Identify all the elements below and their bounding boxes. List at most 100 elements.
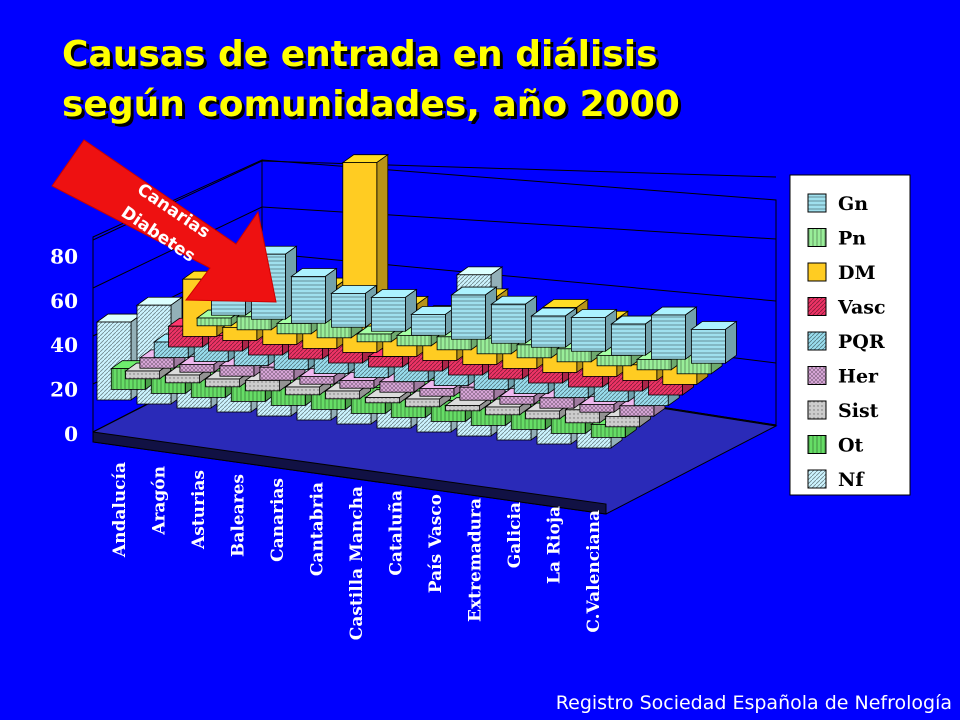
chart-floor-front (92, 431, 607, 515)
bar-front (196, 317, 232, 327)
x-tick-label: Canarias (268, 478, 288, 562)
legend-swatch (807, 193, 827, 213)
bar-gn-11 (650, 306, 698, 360)
source-credit: Registro Sociedad Española de Nefrología (555, 692, 952, 714)
x-tick-label: Castilla Mancha (347, 486, 367, 640)
legend-swatch (807, 228, 827, 247)
bar-front (165, 374, 201, 384)
x-tick-label: C.Valenciana (584, 510, 604, 633)
legend-item-nf: Nf (807, 469, 865, 491)
legend-swatch (807, 331, 827, 351)
bar-front (579, 403, 615, 413)
x-tick-label: La Rioja (545, 506, 565, 584)
bar-front (605, 415, 640, 428)
bar-gn-5 (410, 305, 458, 336)
title-line-2: según comunidades, año 2000 (62, 84, 680, 125)
legend-item-ot: Ot (807, 435, 864, 457)
y-tick-label: 60 (50, 289, 78, 313)
x-tick-label: Asturias (189, 470, 209, 550)
bar-front (365, 397, 401, 404)
legend-label: Her (838, 366, 879, 388)
bar-gn-10 (610, 315, 658, 356)
bar-front (245, 379, 281, 392)
callout-arrow: Canarias Diabetes (51, 139, 277, 303)
legend-label: DM (838, 262, 876, 284)
bar-front (651, 314, 686, 360)
bar-front (419, 387, 455, 397)
bar-gn-6 (450, 286, 498, 340)
legend-item-gn: Gn (807, 193, 868, 215)
legend-swatch (807, 400, 827, 420)
bar-front (356, 333, 392, 343)
bar-side (725, 320, 737, 364)
legend-label: Pn (838, 228, 866, 250)
bar-front (531, 315, 566, 348)
bar-front (450, 294, 486, 340)
bar-front (405, 398, 441, 408)
legend-label: Sist (838, 400, 879, 422)
bar-front (619, 405, 655, 417)
bar-front (139, 357, 175, 369)
x-tick-label: Cantabria (308, 482, 328, 576)
bar-front (490, 303, 526, 344)
x-tick-label: País Vasco (426, 494, 446, 593)
bar-front (445, 405, 481, 412)
y-tick-label: 0 (64, 422, 78, 446)
title-line-1: Causas de entrada en diálisis (62, 34, 658, 75)
legend-label: Nf (838, 469, 865, 491)
gridline-left (92, 160, 263, 241)
bar-front (379, 381, 415, 393)
bar-front (205, 378, 241, 388)
legend: Gn Pn DM Vasc PQR Her Sist Ot Nf (789, 174, 911, 496)
bar-front (276, 322, 312, 335)
bar-front (485, 406, 521, 416)
legend-swatch (807, 262, 827, 282)
legend-swatch (807, 469, 827, 489)
bar-front (325, 390, 361, 400)
legend-item-pqr: PQR (807, 331, 885, 353)
bar-front (636, 358, 672, 371)
bar-front (410, 313, 446, 336)
bar-gn-9 (570, 308, 618, 352)
legend-label: Gn (838, 193, 868, 215)
legend-label: Ot (838, 435, 864, 457)
x-tick-label: Andalucía (110, 462, 130, 558)
slide-title: Causas de entrada en diálisis según comu… (62, 30, 922, 130)
legend-item-vasc: Vasc (807, 297, 886, 319)
legend-item-pn: Pn (807, 228, 866, 250)
x-tick-label: Galicia (505, 502, 525, 568)
bar-front (396, 334, 432, 347)
bar-front (596, 354, 632, 367)
bar-front (219, 365, 255, 377)
bar-front (499, 395, 535, 405)
chart-bars (95, 153, 738, 449)
x-tick-label: Extremadura (466, 498, 486, 622)
bar-gn-3 (330, 284, 378, 328)
legend-item-dm: DM (807, 262, 876, 284)
bar-front (368, 356, 403, 368)
bar-gn-7 (490, 295, 538, 344)
legend-swatch (807, 366, 827, 385)
x-axis: Andalucía Aragón Asturias Baleares Canarias C… (110, 462, 604, 640)
bar-front (339, 379, 375, 389)
legend-item-sist: Sist (807, 400, 879, 422)
y-axis: 0 20 40 60 80 (50, 244, 78, 446)
legend-label: Vasc (837, 297, 886, 319)
y-tick-label: 20 (50, 378, 78, 402)
bar-gn-2 (290, 267, 338, 324)
bar-front (290, 275, 326, 324)
bar-front (571, 316, 606, 352)
y-tick-label: 80 (50, 244, 78, 268)
gridline-back (261, 160, 777, 178)
bar-front (691, 328, 726, 364)
bar-front (125, 370, 160, 380)
x-tick-label: Aragón (150, 466, 170, 536)
bar-front (299, 375, 335, 385)
legend-swatch (807, 435, 827, 454)
bar-front (539, 397, 575, 409)
bar-front (285, 386, 321, 396)
x-tick-label: Cataluña (387, 490, 407, 576)
bar-front (611, 323, 646, 356)
